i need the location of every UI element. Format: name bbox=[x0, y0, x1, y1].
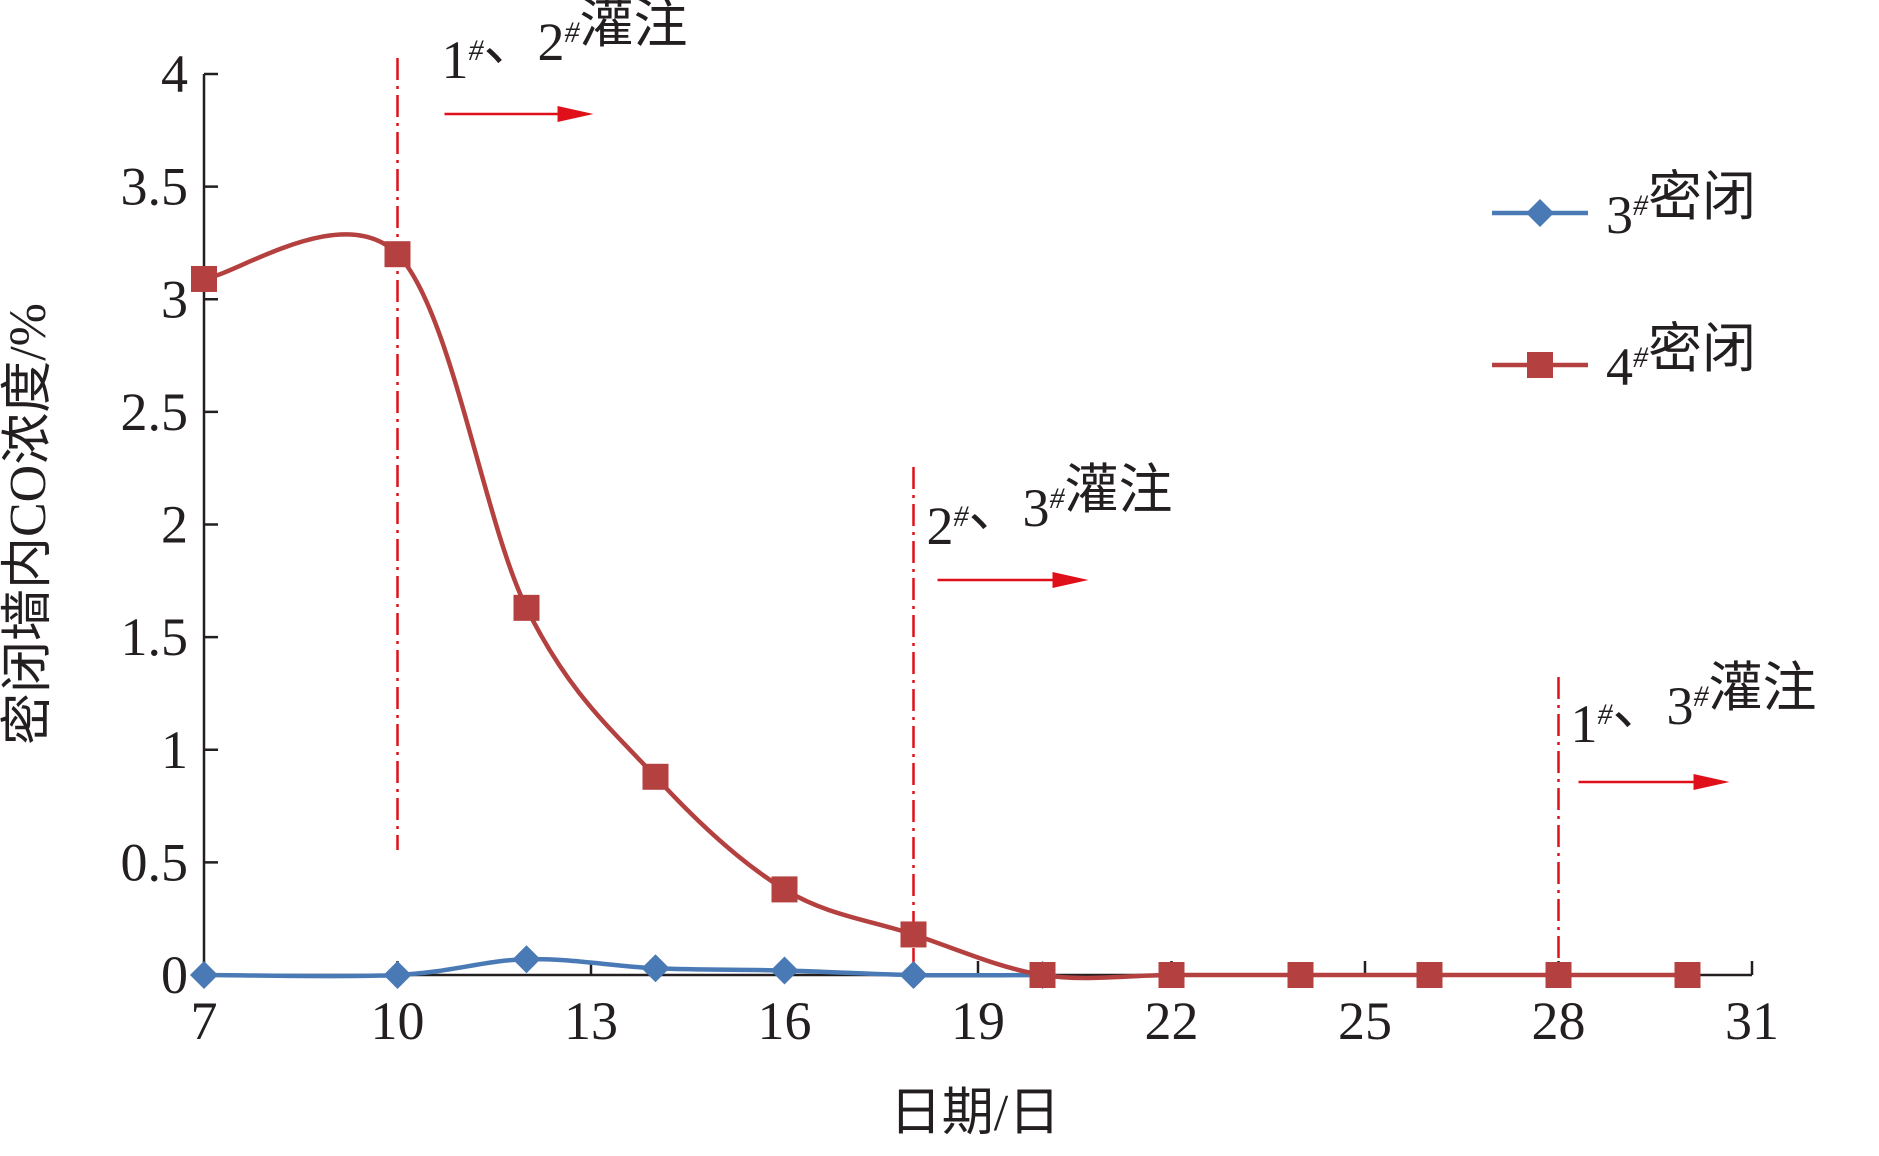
marker-diamond bbox=[899, 961, 928, 989]
y-tick-label: 2 bbox=[161, 495, 188, 555]
marker-diamond bbox=[383, 961, 412, 989]
marker-diamond bbox=[641, 954, 670, 983]
y-tick-label: 3 bbox=[161, 269, 188, 329]
x-tick-label: 28 bbox=[1532, 991, 1586, 1051]
annotation-arrowhead bbox=[1052, 572, 1089, 588]
y-tick-label: 1 bbox=[161, 720, 188, 780]
marker-square bbox=[1545, 962, 1572, 988]
y-tick-label: 3.5 bbox=[121, 157, 189, 217]
marker-square bbox=[1158, 962, 1185, 988]
y-tick-label: 0.5 bbox=[121, 832, 189, 892]
y-tick-label: 2.5 bbox=[121, 382, 189, 442]
marker-square bbox=[384, 241, 411, 268]
legend-label: 4#密闭 bbox=[1606, 319, 1756, 397]
y-tick-label: 4 bbox=[161, 44, 188, 104]
x-tick-label: 31 bbox=[1725, 991, 1779, 1051]
marker-square bbox=[1287, 962, 1314, 988]
x-tick-label: 10 bbox=[371, 991, 425, 1051]
y-axis-label: 密闭墙内CO浓度/% bbox=[0, 303, 57, 745]
marker-square bbox=[642, 763, 669, 790]
y-tick-label: 1.5 bbox=[121, 607, 189, 667]
marker-square bbox=[771, 876, 798, 903]
marker-square bbox=[1674, 962, 1701, 988]
annotation-text: 1#、2#灌注 bbox=[442, 0, 688, 90]
marker-diamond bbox=[190, 961, 218, 989]
legend-marker bbox=[1527, 352, 1553, 378]
annotation-arrowhead bbox=[1693, 774, 1730, 790]
annotation-text: 1#、3#灌注 bbox=[1571, 658, 1817, 754]
x-tick-label: 22 bbox=[1145, 991, 1199, 1051]
annotation-text: 2#、3#灌注 bbox=[927, 460, 1173, 556]
marker-square bbox=[191, 265, 217, 292]
x-tick-label: 13 bbox=[564, 991, 618, 1051]
x-tick-label: 19 bbox=[951, 991, 1005, 1051]
annotation-arrowhead bbox=[557, 106, 594, 122]
legend-label: 3#密闭 bbox=[1606, 167, 1756, 245]
series-line bbox=[203, 232, 1688, 981]
legend-marker bbox=[1526, 199, 1554, 227]
marker-square bbox=[1416, 962, 1443, 988]
y-tick-label: 0 bbox=[161, 945, 188, 1005]
x-tick-label: 16 bbox=[758, 991, 812, 1051]
marker-diamond bbox=[512, 945, 541, 974]
marker-square bbox=[1029, 962, 1056, 988]
x-tick-label: 7 bbox=[191, 991, 218, 1051]
marker-square bbox=[900, 921, 927, 948]
x-tick-label: 25 bbox=[1338, 991, 1392, 1051]
marker-square bbox=[513, 594, 540, 621]
marker-diamond bbox=[770, 956, 799, 985]
x-axis-label: 日期/日 bbox=[890, 1085, 1060, 1142]
